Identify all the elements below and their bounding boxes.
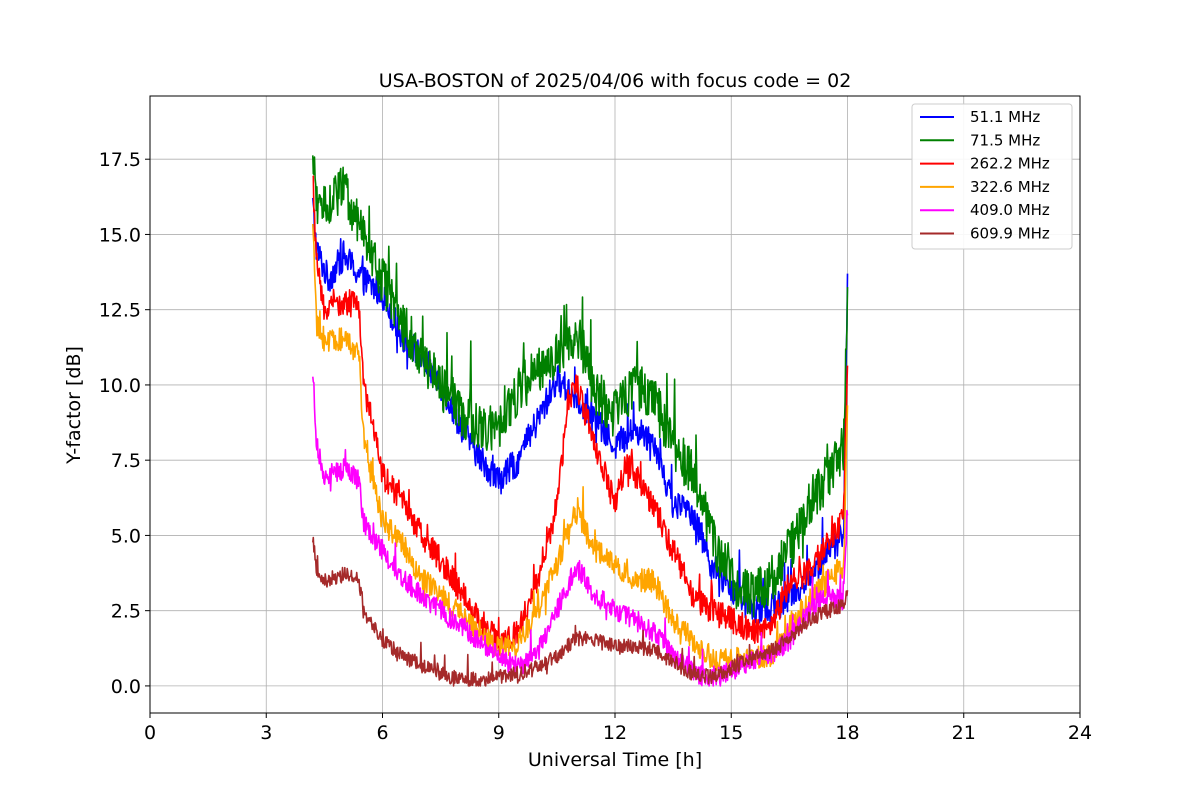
legend-entry: 609.9 MHz [970, 225, 1050, 243]
y-tick-label: 15.0 [99, 224, 141, 246]
x-tick-label: 24 [1068, 722, 1092, 744]
x-axis-label: Universal Time [h] [528, 749, 702, 771]
legend-entry: 322.6 MHz [970, 178, 1050, 196]
x-tick-label: 15 [719, 722, 743, 744]
y-tick-label: 7.5 [111, 450, 141, 472]
series-line [312, 223, 849, 672]
y-tick-label: 12.5 [99, 300, 141, 322]
x-tick-label: 18 [835, 722, 859, 744]
y-axis-label: Y-factor [dB] [63, 346, 85, 465]
y-tick-label: 0.0 [111, 676, 141, 698]
y-tick-label: 10.0 [99, 375, 141, 397]
legend-entry: 51.1 MHz [970, 108, 1040, 126]
x-tick-label: 12 [603, 722, 627, 744]
x-tick-label: 21 [952, 722, 976, 744]
y-tick-label: 17.5 [99, 149, 141, 171]
x-tick-label: 6 [376, 722, 388, 744]
x-ticks: 0 3 6 9 12 15 18 21 24 [144, 713, 1092, 744]
chart-title: USA-BOSTON of 2025/04/06 with focus code… [379, 70, 852, 92]
series-line [312, 175, 849, 656]
y-tick-label: 5.0 [111, 525, 141, 547]
y-ticks: 0.0 2.5 5.0 7.5 10.0 12.5 15.0 17.5 [99, 149, 150, 698]
x-tick-label: 3 [260, 722, 272, 744]
x-tick-label: 9 [493, 722, 505, 744]
y-tick-label: 2.5 [111, 601, 141, 623]
legend-entry: 262.2 MHz [970, 155, 1050, 173]
series-line [312, 536, 849, 687]
legend-entry: 71.5 MHz [970, 131, 1040, 149]
plot-area [312, 155, 849, 687]
legend: 51.1 MHz 71.5 MHz 262.2 MHz 322.6 MHz 409.0… [911, 103, 1073, 250]
legend-entry: 409.0 MHz [970, 201, 1050, 219]
series-line [312, 155, 849, 618]
x-tick-label: 0 [144, 722, 156, 744]
series-layer [312, 155, 849, 687]
